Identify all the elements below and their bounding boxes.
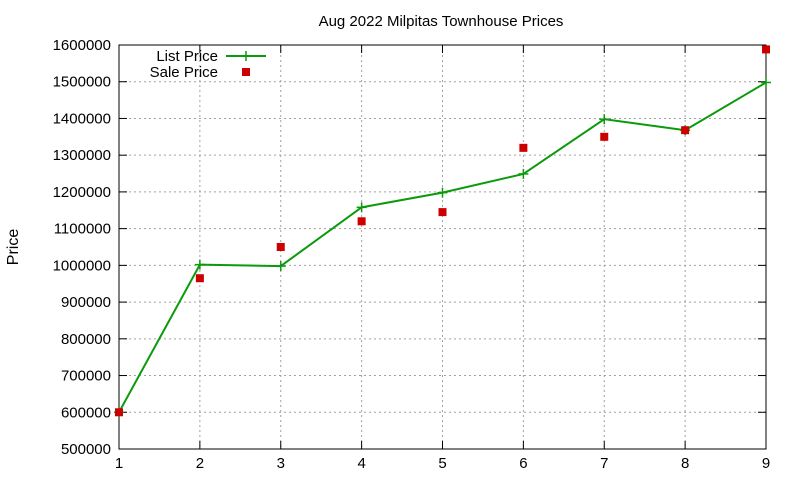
x-tick-label: 4 [357,455,365,472]
x-tick-label: 3 [277,455,285,472]
sale-price-point [438,208,447,217]
y-tick-label: 1300000 [53,147,111,164]
x-tick-label: 2 [196,455,204,472]
legend-label-list-price: List Price [156,48,218,65]
sale-price-point [681,126,690,135]
sale-price-point [762,45,770,54]
x-tick-label: 1 [115,455,123,472]
plot-frame [118,44,767,450]
y-tick-label: 1100000 [54,221,111,238]
y-tick-label: 600000 [61,404,111,421]
sale-price-point [519,143,528,152]
y-tick-label: 500000 [61,441,111,458]
legend-marker-list-price [241,51,251,61]
y-tick-label: 800000 [61,331,111,348]
y-tick-label: 700000 [61,368,111,385]
legend-label-sale-price: Sale Price [150,64,218,81]
x-tick-label: 8 [681,455,689,472]
list-price-point [275,261,286,272]
x-tick-label: 6 [519,455,527,472]
legend-swatch-sale-price [242,68,250,76]
y-tick-label: 1200000 [53,184,111,201]
list-price-point [761,77,771,88]
y-axis-ticks: 500000 600000 700000 800000 900000 1000000 110… [53,37,766,458]
list-price-point [356,202,367,213]
list-price-point [518,168,529,179]
sale-price-point [115,408,123,417]
sale-price-point [276,243,285,251]
list-price-point [194,259,205,270]
y-axis-label: Price [5,229,22,266]
series-layer [114,45,771,418]
sale-price-point [195,274,204,283]
y-tick-label: 900000 [61,294,111,311]
grid-lines [119,45,766,449]
x-tick-label: 5 [438,455,446,472]
list-price-point [437,187,448,198]
y-tick-label: 1500000 [53,74,111,91]
sale-price-point [357,217,366,226]
chart-title: Aug 2022 Milpitas Townhouse Prices [319,13,564,30]
y-tick-label: 1600000 [53,37,111,54]
sale-price-point [600,132,609,141]
y-tick-label: 1400000 [53,110,111,127]
x-tick-label: 7 [600,455,608,472]
x-tick-label: 9 [762,455,770,472]
y-tick-label: 1000000 [53,257,111,274]
list-price-point [599,114,610,125]
x-axis-ticks: 1 2 3 4 5 6 7 8 9 [115,45,770,472]
